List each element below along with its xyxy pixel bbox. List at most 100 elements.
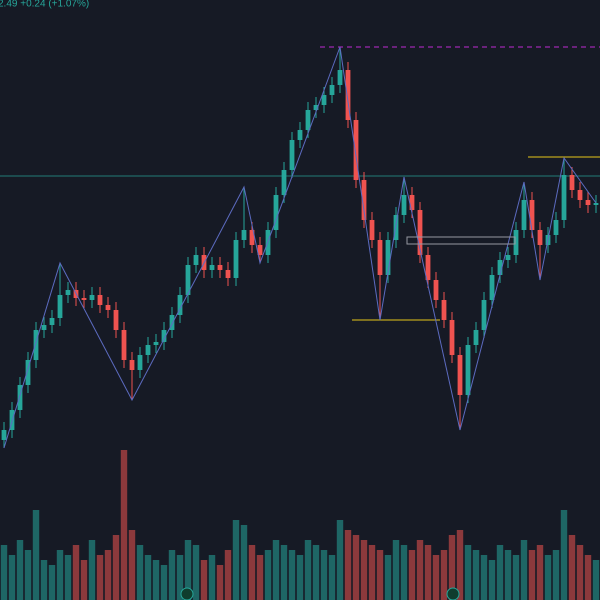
volume-bar	[360, 540, 368, 600]
volume-bar	[232, 520, 240, 600]
volume-bar	[456, 530, 464, 600]
volume-bar	[544, 555, 552, 600]
candle-body	[137, 355, 143, 370]
candle-body	[369, 220, 375, 240]
volume-bar	[504, 550, 512, 600]
candle-body	[105, 305, 111, 310]
volume-bar	[104, 550, 112, 600]
volume-bar	[448, 535, 456, 600]
volume-bar	[192, 545, 200, 600]
volume-bar	[16, 540, 24, 600]
candle-body	[377, 240, 383, 275]
volume-bar	[480, 555, 488, 600]
volume-bar	[112, 535, 120, 600]
candle-body	[241, 230, 247, 240]
volume-bar	[432, 555, 440, 600]
volume-bar	[312, 545, 320, 600]
candle-body	[25, 360, 31, 385]
volume-bar	[256, 555, 264, 600]
volume-bar	[144, 555, 152, 600]
candle-body	[273, 195, 279, 230]
candle-body	[289, 140, 295, 170]
volume-bar	[32, 510, 40, 600]
candle-body	[345, 70, 351, 120]
candle-body	[553, 220, 559, 235]
volume-bar	[240, 525, 248, 600]
candle-body	[529, 200, 535, 230]
volume-bar	[488, 560, 496, 600]
candle-body	[561, 175, 567, 220]
volume-bar	[560, 510, 568, 600]
candle-body	[209, 265, 215, 270]
volume-bar	[120, 450, 128, 600]
candle-body	[593, 203, 599, 205]
candle-body	[585, 200, 591, 205]
volume-bar	[48, 565, 56, 600]
candle-body	[441, 300, 447, 320]
candle-body	[473, 330, 479, 345]
candle-body	[337, 70, 343, 85]
candle-body	[409, 195, 415, 210]
candle-body	[257, 245, 263, 255]
event-marker[interactable]	[180, 587, 194, 600]
candle-body	[113, 310, 119, 330]
candle-body	[569, 175, 575, 190]
event-icon[interactable]	[446, 587, 460, 600]
volume-bar	[472, 550, 480, 600]
candle-body	[97, 295, 103, 305]
volume-bar	[80, 560, 88, 600]
volume-bar	[512, 555, 520, 600]
volume-bar	[168, 550, 176, 600]
volume-bar	[272, 540, 280, 600]
range-box	[406, 236, 516, 245]
candle-body	[185, 265, 191, 295]
volume-bar	[304, 540, 312, 600]
candle-body	[313, 105, 319, 110]
candle-body	[57, 295, 63, 318]
volume-bar	[344, 530, 352, 600]
volume-bar	[528, 550, 536, 600]
candle-body	[233, 240, 239, 278]
volume-bar	[568, 535, 576, 600]
event-marker[interactable]	[446, 587, 460, 600]
volume-bar	[368, 545, 376, 600]
candle-body	[457, 355, 463, 395]
candle-body	[465, 345, 471, 395]
volume-bar	[40, 560, 48, 600]
candle-body	[41, 325, 47, 330]
candle-body	[385, 240, 391, 275]
candle-body	[153, 342, 159, 345]
volume-bar	[160, 565, 168, 600]
candle-body	[161, 330, 167, 342]
volume-bar	[136, 545, 144, 600]
candle-body	[177, 295, 183, 315]
candle-body	[329, 85, 335, 95]
candle-body	[505, 255, 511, 260]
candle-body	[49, 318, 55, 325]
volume-bar	[208, 555, 216, 600]
event-icon[interactable]	[180, 587, 194, 600]
candle-body	[353, 120, 359, 180]
volume-bar	[248, 545, 256, 600]
volume-bar	[216, 565, 224, 600]
candle-body	[497, 260, 503, 275]
volume-bar	[440, 550, 448, 600]
candle-body	[89, 295, 95, 300]
candle-body	[417, 210, 423, 255]
candle-body	[81, 298, 87, 300]
volume-bar	[320, 550, 328, 600]
candle-body	[537, 230, 543, 245]
volume-bar	[352, 535, 360, 600]
volume-bar	[56, 550, 64, 600]
volume-bar	[88, 540, 96, 600]
candle-body	[217, 265, 223, 270]
candle-body	[361, 180, 367, 220]
volume-bar	[464, 545, 472, 600]
candle-body	[121, 330, 127, 360]
volume-bar	[200, 560, 208, 600]
volume-bar	[408, 550, 416, 600]
volume-bar	[96, 555, 104, 600]
volume-bar	[592, 560, 600, 600]
